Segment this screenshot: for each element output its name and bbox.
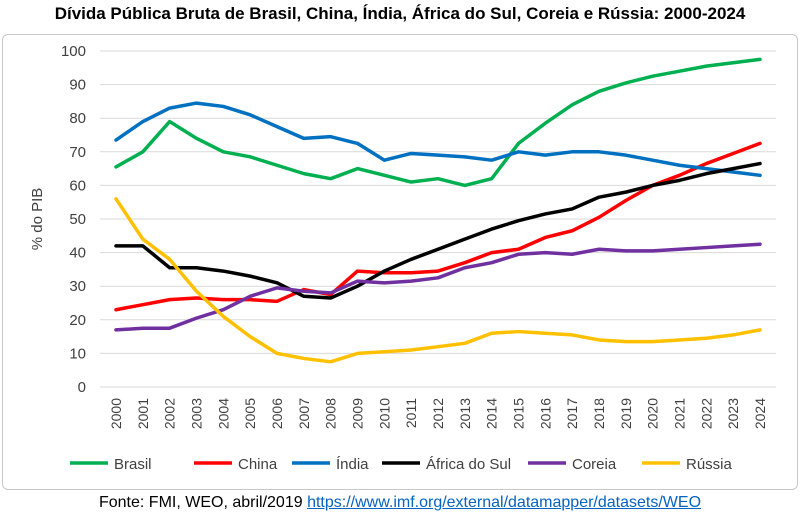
x-tick-label: 2008: [323, 398, 339, 429]
x-tick-label: 2024: [752, 398, 768, 429]
series-line-África do Sul: [114, 161, 762, 300]
y-tick-label: 90: [69, 77, 86, 94]
y-tick-label: 70: [69, 144, 86, 161]
legend-label: China: [238, 456, 278, 473]
x-tick-label: 2007: [296, 398, 312, 429]
legend-label: Índia: [336, 456, 369, 473]
legend-label: Coreia: [572, 456, 617, 473]
x-tick-label: 2021: [672, 398, 688, 429]
x-tick-label: 2018: [591, 398, 607, 429]
x-tick-label: 2023: [725, 398, 741, 429]
y-tick-label: 30: [69, 278, 86, 295]
series-line-Rússia: [114, 197, 762, 364]
x-tick-label: 2013: [457, 398, 473, 429]
x-tick-label: 2002: [162, 398, 178, 429]
y-tick-label: 10: [69, 345, 86, 362]
y-tick-label: 80: [69, 110, 86, 127]
x-tick-label: 2020: [645, 398, 661, 429]
legend-label: África do Sul: [426, 456, 511, 473]
series-line-Índia: [114, 101, 762, 178]
series-line-Brasil: [114, 57, 762, 188]
chart-title: Dívida Pública Bruta de Brasil, China, Í…: [54, 4, 746, 23]
x-tick-label: 2022: [698, 398, 714, 429]
y-tick-label: 60: [69, 177, 86, 194]
x-tick-label: 2005: [242, 398, 258, 429]
legend-label: Rússia: [686, 456, 733, 473]
y-tick-label: 20: [69, 312, 86, 329]
x-tick-label: 2017: [564, 398, 580, 429]
y-axis-label: % do PIB: [29, 188, 46, 251]
source-text: Fonte: FMI, WEO, abril/2019: [98, 494, 308, 511]
source-footer: Fonte: FMI, WEO, abril/2019 https://www.…: [0, 494, 800, 512]
y-tick-label: 40: [69, 245, 86, 262]
source-link[interactable]: https://www.imf.org/external/datamapper/…: [307, 494, 702, 511]
y-tick-label: 0: [78, 379, 86, 396]
x-tick-label: 2014: [484, 398, 500, 429]
x-tick-label: 2011: [403, 398, 419, 428]
x-tick-label: 2000: [108, 398, 124, 429]
x-tick-label: 2012: [430, 398, 446, 429]
x-tick-label: 2015: [511, 398, 527, 429]
x-tick-label: 2009: [350, 398, 366, 429]
y-tick-label: 50: [69, 211, 86, 228]
y-tick-label: 100: [61, 43, 86, 60]
series-line-Coreia: [114, 242, 762, 332]
x-tick-label: 2003: [189, 398, 205, 429]
chart-frame: [2, 34, 798, 490]
legend-label: Brasil: [114, 456, 152, 473]
series-line-China: [114, 141, 762, 312]
chart-plot: 0 10 20 30 40 50 60 70 80 90 100 2000 2001 2002 2003 20…: [29, 43, 776, 473]
x-tick-label: 2019: [618, 398, 634, 429]
x-tick-label: 2016: [537, 398, 553, 429]
x-tick-label: 2004: [215, 398, 231, 429]
x-tick-label: 2006: [269, 398, 285, 429]
x-tick-label: 2010: [376, 398, 392, 429]
x-tick-label: 2001: [135, 398, 151, 429]
